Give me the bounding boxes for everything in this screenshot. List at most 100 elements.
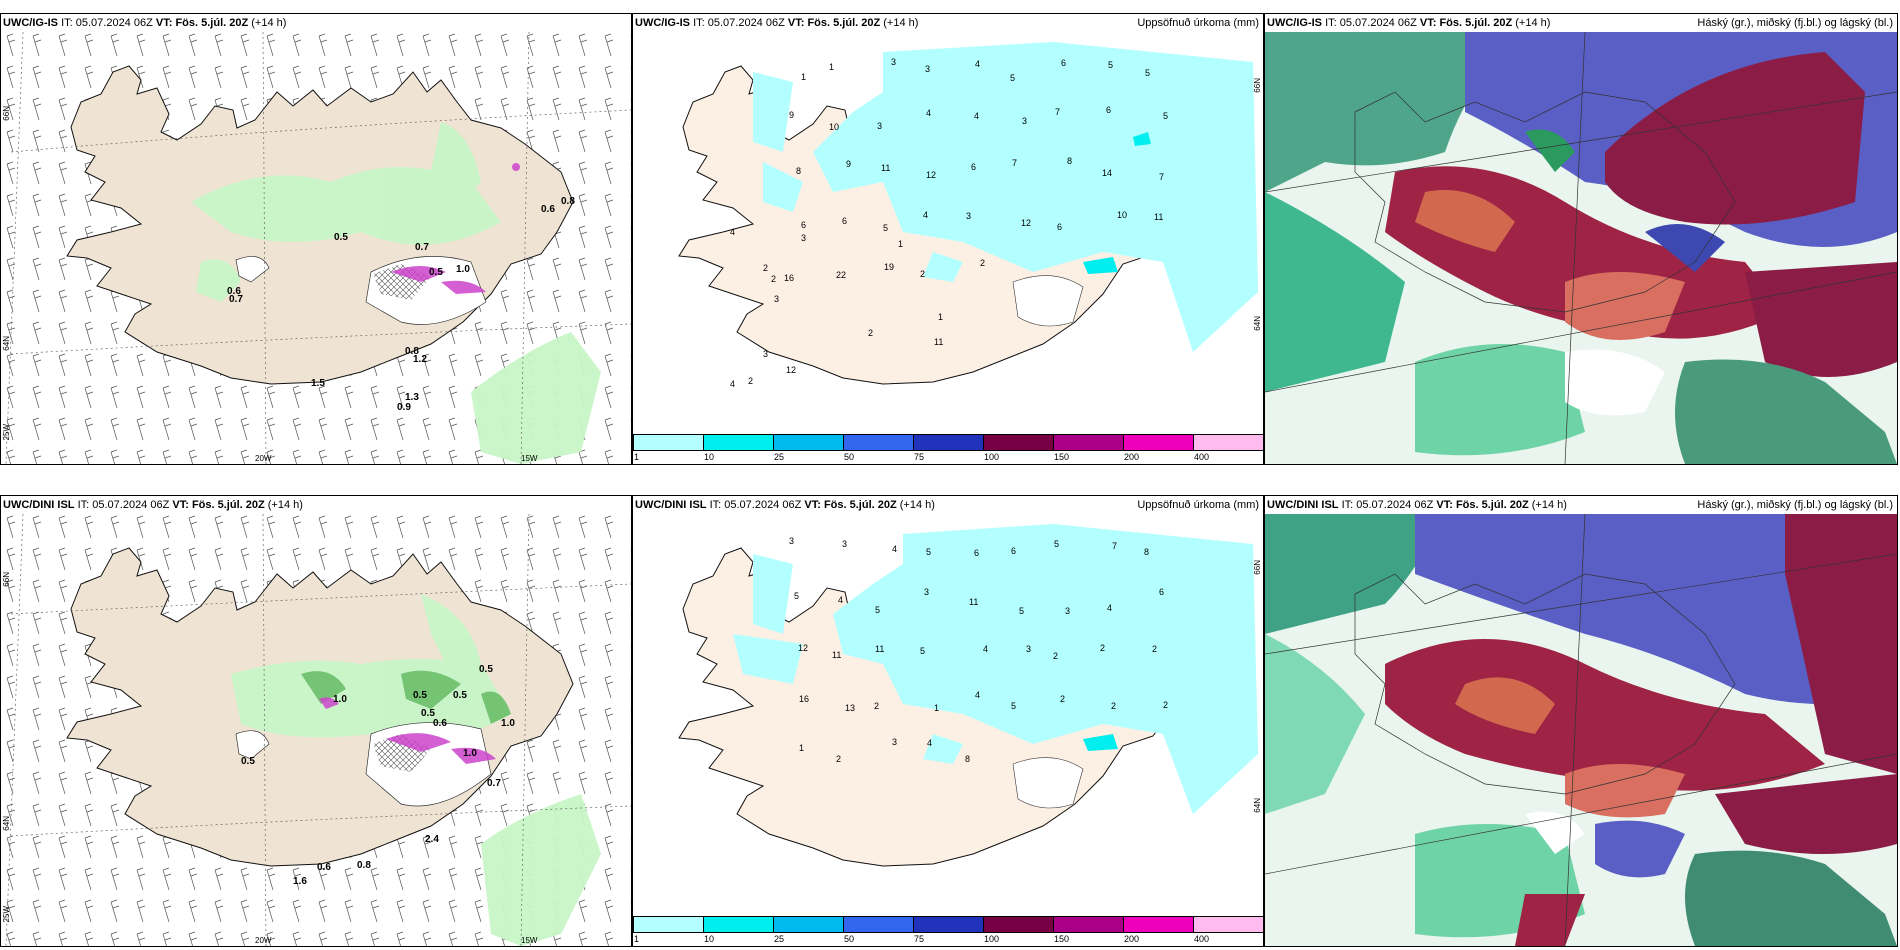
precip-value: 5 <box>1054 539 1059 549</box>
precip-value: 11 <box>934 337 943 347</box>
precip-value: 2 <box>1163 700 1168 710</box>
precip-value: 4 <box>975 59 980 69</box>
precip-value: 10 <box>829 122 839 132</box>
vt-time: Fös. 5.júl. 20Z <box>191 499 265 511</box>
cloud-labels: 1.0 0.5 0.5 0.6 0.5 0.5 1.0 0.7 1.0 0.6 … <box>241 664 515 887</box>
precip-value: 4 <box>730 227 735 237</box>
precip-value: 4 <box>927 738 932 748</box>
precip-value: 1 <box>799 743 804 753</box>
cloud-label: 1.0 <box>333 694 347 705</box>
precip-value: 2 <box>1100 643 1105 653</box>
precip-value: 7 <box>1112 541 1117 551</box>
precip-value: 8 <box>1067 156 1072 166</box>
precip-value: 6 <box>842 216 847 226</box>
model-name: UWC/IG-IS <box>3 17 58 29</box>
precip-value: 11 <box>1154 212 1163 222</box>
cloud-label: 0.5 <box>241 756 255 767</box>
cloud-label: 0.5 <box>479 664 493 675</box>
it-time: 05.07.2024 06Z <box>1339 17 1417 29</box>
precip-value: 1 <box>801 72 806 82</box>
precip-value: 4 <box>730 379 735 389</box>
precip-value: 3 <box>1022 116 1027 126</box>
precip-value: 7 <box>1159 172 1164 182</box>
precip-value: 5 <box>1108 60 1113 70</box>
colorbar: 1 10 25 50 75 100 150 200 400 <box>633 916 1263 946</box>
precip-value: 3 <box>842 539 847 549</box>
precip-value: 1 <box>898 239 903 249</box>
precip-value: 16 <box>799 694 809 704</box>
precip-value: 5 <box>1163 111 1168 121</box>
cloud-cover-map <box>1265 32 1897 464</box>
precip-value: 16 <box>784 273 794 283</box>
precip-value: 2 <box>1111 701 1116 711</box>
precip-value: 3 <box>924 587 929 597</box>
precip-value: 3 <box>877 121 882 131</box>
cloud-label: 0.8 <box>561 196 575 207</box>
cloud-label: 1.5 <box>311 378 325 389</box>
precip-value: 11 <box>832 650 841 660</box>
colorbar-tick: 400 <box>1194 452 1210 462</box>
precip-value: 3 <box>774 294 779 304</box>
precip-value: 3 <box>1026 644 1031 654</box>
precip-value: 12 <box>1021 218 1031 228</box>
precip-value: 2 <box>920 269 925 279</box>
colorbar-swatch <box>983 916 1054 933</box>
colorbar-swatch <box>913 434 984 451</box>
colorbar-tick: 200 <box>1124 934 1140 944</box>
magenta-precip <box>319 697 496 764</box>
lat-label-64n: 64N <box>2 816 11 831</box>
cloud-label: 0.6 <box>227 286 241 297</box>
vt-label: VT: <box>1436 499 1453 511</box>
panel-precip-igis: UWC/IG-IS IT: 05.07.2024 06Z VT: Fös. 5.… <box>632 13 1264 465</box>
precip-value: 6 <box>801 220 806 230</box>
precip-value: 4 <box>974 111 979 121</box>
colorbar-tick: 50 <box>844 452 855 462</box>
precip-area <box>753 42 1258 352</box>
colorbar-tick: 25 <box>774 934 785 944</box>
precip-heavy <box>1083 734 1118 751</box>
precip-value: 5 <box>794 591 799 601</box>
precip-value: 6 <box>1159 587 1164 597</box>
it-time: 05.07.2024 06Z <box>724 499 802 511</box>
precip-value: 2 <box>874 701 879 711</box>
precip-value: 1 <box>829 62 834 72</box>
panel-header: UWC/IG-IS IT: 05.07.2024 06Z VT: Fös. 5.… <box>1265 14 1897 32</box>
precip-value: 2 <box>1060 694 1065 704</box>
panel-header: UWC/DINI ISL IT: 05.07.2024 06Z VT: Fös.… <box>1265 496 1897 514</box>
colorbar-swatch <box>633 916 704 933</box>
precip-value: 3 <box>1065 606 1070 616</box>
vt-label: VT: <box>155 17 173 29</box>
colorbar-tick: 1 <box>634 452 640 462</box>
precip-value: 3 <box>789 536 794 546</box>
colorbar-tick: 150 <box>1054 934 1070 944</box>
cloud-label: 0.8 <box>405 346 419 357</box>
panel-wind-cloud-igis: UWC/IG-IS IT: 05.07.2024 06Z VT: Fös. 5.… <box>0 13 632 465</box>
cloud-label: 0.8 <box>357 860 371 871</box>
cloud-label: 0.5 <box>334 232 348 243</box>
panel-header: UWC/DINI ISL IT: 05.07.2024 06Z VT: Fös.… <box>1 496 631 514</box>
precip-value: 13 <box>845 703 855 713</box>
wind-barb-map: 0.5 0.7 0.5 0.6 0.8 0.6 0.7 0.8 1.5 1.3 … <box>1 32 631 464</box>
vt-label: VT: <box>804 499 821 511</box>
cloud-label: 0.6 <box>317 862 331 873</box>
colorbar-tick: 75 <box>914 934 925 944</box>
panel-header: UWC/DINI ISL IT: 05.07.2024 06Z VT: Fös.… <box>633 496 1263 514</box>
it-label: IT: <box>1325 17 1337 29</box>
colorbar-swatch <box>1053 434 1124 451</box>
field-title: Háský (gr.), miðský (fj.bl.) og lágský (… <box>1697 17 1893 29</box>
lat-label-66n: 66N <box>2 106 11 121</box>
panel-clouds-igis: UWC/IG-IS IT: 05.07.2024 06Z VT: Fös. 5.… <box>1264 13 1898 465</box>
graticule <box>5 514 631 946</box>
field-title: Uppsöfnuð úrkoma (mm) <box>1137 499 1259 511</box>
cloud-label: 0.6 <box>541 204 555 215</box>
cloud-label: 1.2 <box>413 354 427 365</box>
precip-value: 2 <box>836 754 841 764</box>
colorbar-tick: 1 <box>634 934 640 944</box>
panel-wind-cloud-dini: UWC/DINI ISL IT: 05.07.2024 06Z VT: Fös.… <box>0 495 632 947</box>
colorbar-tick: 150 <box>1054 452 1070 462</box>
lead-time: (+14 h) <box>267 499 303 511</box>
precip-value: 3 <box>891 57 896 67</box>
precip-value: 8 <box>796 166 801 176</box>
lon-label-25w: 25W <box>2 424 11 441</box>
